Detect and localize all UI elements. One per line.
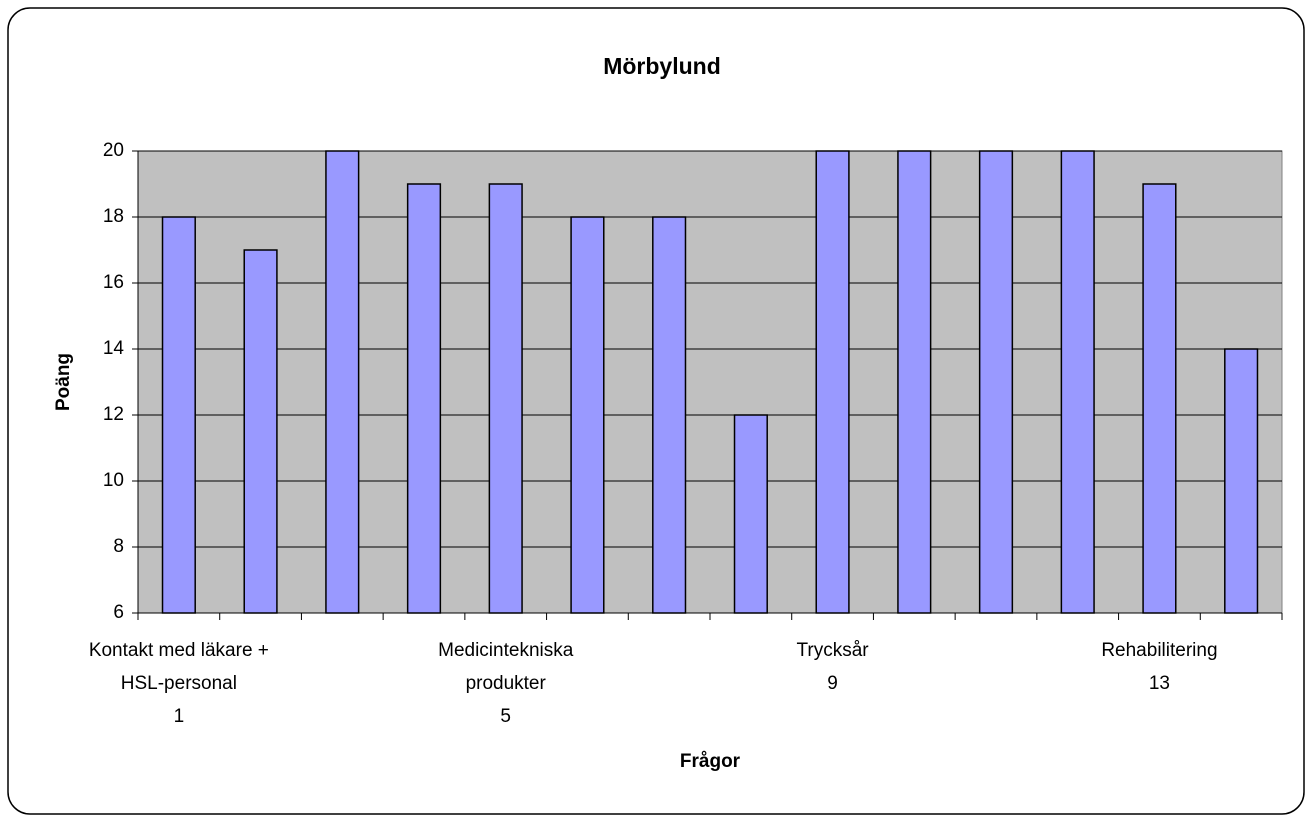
y-tick-label: 12: [103, 404, 124, 425]
bar: [406, 183, 442, 614]
chart-title: Mörbylund: [603, 53, 721, 79]
y-tick-label: 10: [103, 470, 124, 491]
x-tick-label: Rehabilitering 13: [1101, 640, 1217, 694]
y-tick-label: 14: [103, 338, 125, 359]
y-tick-label: 18: [103, 206, 124, 227]
y-axis-label: Poäng: [53, 353, 74, 411]
bar: [897, 150, 932, 614]
bar: [1142, 183, 1177, 614]
bar: [815, 150, 850, 614]
y-tick-label: 6: [113, 602, 124, 623]
bar: [570, 216, 605, 614]
bar: [978, 150, 1014, 614]
bar: [325, 150, 360, 614]
bar: [243, 249, 278, 614]
bar: [161, 216, 196, 614]
bar: [1060, 150, 1095, 614]
bar: [733, 414, 768, 614]
plot-area: [137, 150, 1283, 614]
bar: [652, 216, 687, 614]
bar: [1224, 348, 1259, 614]
x-axis-label: Frågor: [680, 751, 741, 772]
y-tick-label: 8: [113, 536, 124, 557]
x-tick-label: Medicintekniska produkter 5: [438, 640, 574, 727]
y-tick-label: 20: [103, 140, 124, 161]
x-tick-label: Kontakt med läkare + HSL-personal 1: [89, 640, 269, 727]
x-tick-label: Trycksår 9: [797, 640, 870, 694]
y-tick-label: 16: [103, 272, 124, 293]
bar: [488, 183, 523, 614]
